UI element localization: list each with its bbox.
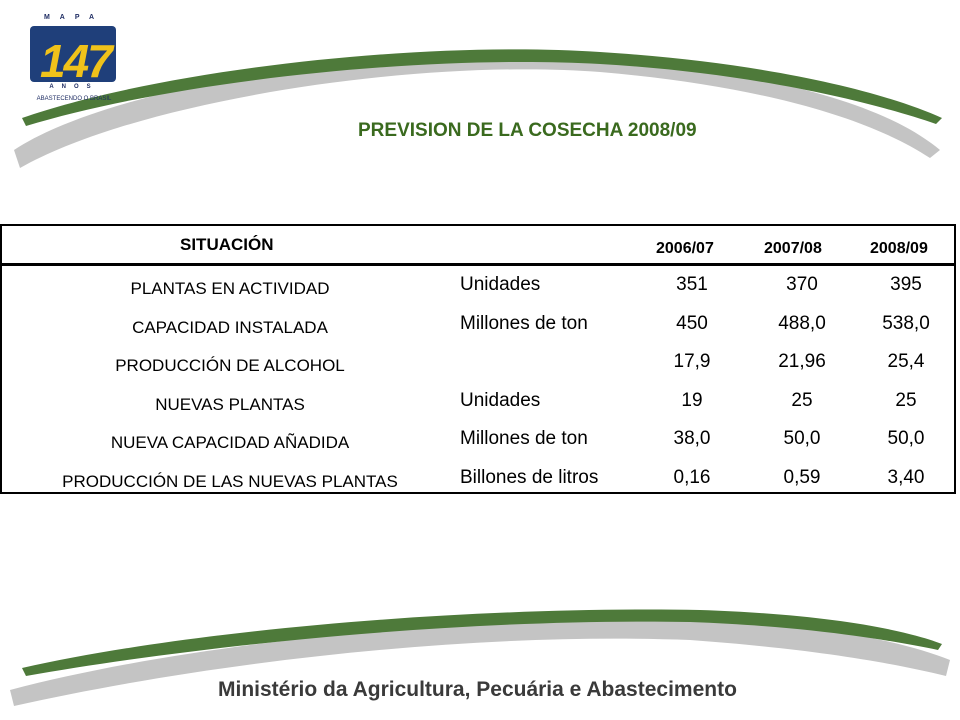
table-row: NUEVA CAPACIDAD AÑADIDA Millones de ton … — [2, 420, 954, 458]
table-row: PRODUCCIÓN DE ALCOHOL 17,9 21,96 25,4 — [2, 343, 954, 381]
header-situacion: SITUACIÓN — [180, 235, 274, 254]
row-name: NUEVA CAPACIDAD AÑADIDA — [110, 433, 350, 452]
header-year-3: 2008/09 — [870, 240, 928, 257]
row-name: PRODUCCIÓN DE ALCOHOL — [115, 356, 345, 375]
top-swoosh-green — [22, 49, 942, 126]
row-unit: Millones de ton — [460, 313, 588, 334]
header-year-2: 2007/08 — [764, 240, 822, 257]
row-value-2008-09: 25,4 — [887, 351, 925, 372]
row-name: PRODUCCIÓN DE LAS NUEVAS PLANTAS — [62, 472, 398, 491]
row-value-2006-07: 38,0 — [673, 428, 711, 449]
header-year-1: 2006/07 — [656, 240, 714, 257]
row-value-2006-07: 19 — [681, 390, 703, 411]
row-value-2008-09: 3,40 — [887, 467, 925, 488]
header-divider — [2, 263, 954, 266]
logo-top-text: MAPA — [43, 14, 105, 21]
row-name: PLANTAS EN ACTIVIDAD — [130, 279, 330, 298]
top-swoosh-shadow — [14, 53, 940, 168]
harvest-table: SITUACIÓN 2006/07 2007/08 2008/09 PLANTA… — [0, 224, 956, 494]
row-value-2008-09: 50,0 — [887, 428, 925, 449]
row-value-2006-07: 450 — [676, 313, 708, 334]
row-unit: Unidades — [460, 274, 541, 295]
mapa-logo: MAPA 147 ANOS ABASTECENDO O BRASIL — [24, 14, 124, 106]
row-unit: Billones de litros — [460, 467, 599, 488]
logo-badge: 147 — [30, 26, 116, 87]
logo-tagline: ABASTECENDO O BRASIL — [36, 96, 112, 102]
table-row: CAPACIDAD INSTALADA Millones de ton 450 … — [2, 305, 954, 343]
row-name: NUEVAS PLANTAS — [155, 395, 305, 414]
table-row: NUEVAS PLANTAS Unidades 19 25 25 — [2, 382, 954, 420]
row-unit: Unidades — [460, 390, 541, 411]
row-value-2008-09: 395 — [890, 274, 922, 295]
row-value-2007-08: 21,96 — [778, 351, 826, 372]
page-title: PREVISION DE LA COSECHA 2008/09 — [358, 120, 697, 141]
row-name: CAPACIDAD INSTALADA — [132, 318, 328, 337]
row-value-2008-09: 538,0 — [882, 313, 930, 334]
row-value-2007-08: 370 — [786, 274, 818, 295]
row-value-2006-07: 351 — [676, 274, 708, 295]
row-value-2007-08: 0,59 — [783, 467, 821, 488]
row-unit: Millones de ton — [460, 428, 588, 449]
logo-number: 147 — [40, 35, 113, 87]
bottom-swoosh-green — [22, 609, 942, 676]
row-value-2007-08: 488,0 — [778, 313, 826, 334]
table-row: PRODUCCIÓN DE LAS NUEVAS PLANTAS Billone… — [2, 459, 954, 497]
logo-bottom-text: ANOS — [49, 84, 99, 90]
row-value-2008-09: 25 — [895, 390, 917, 411]
row-value-2007-08: 25 — [791, 390, 813, 411]
row-value-2007-08: 50,0 — [783, 428, 821, 449]
table-row: PLANTAS EN ACTIVIDAD Unidades 351 370 39… — [2, 266, 954, 304]
row-value-2006-07: 17,9 — [673, 351, 711, 372]
row-value-2006-07: 0,16 — [673, 467, 711, 488]
ministry-footer: Ministério da Agricultura, Pecuária e Ab… — [218, 678, 737, 701]
